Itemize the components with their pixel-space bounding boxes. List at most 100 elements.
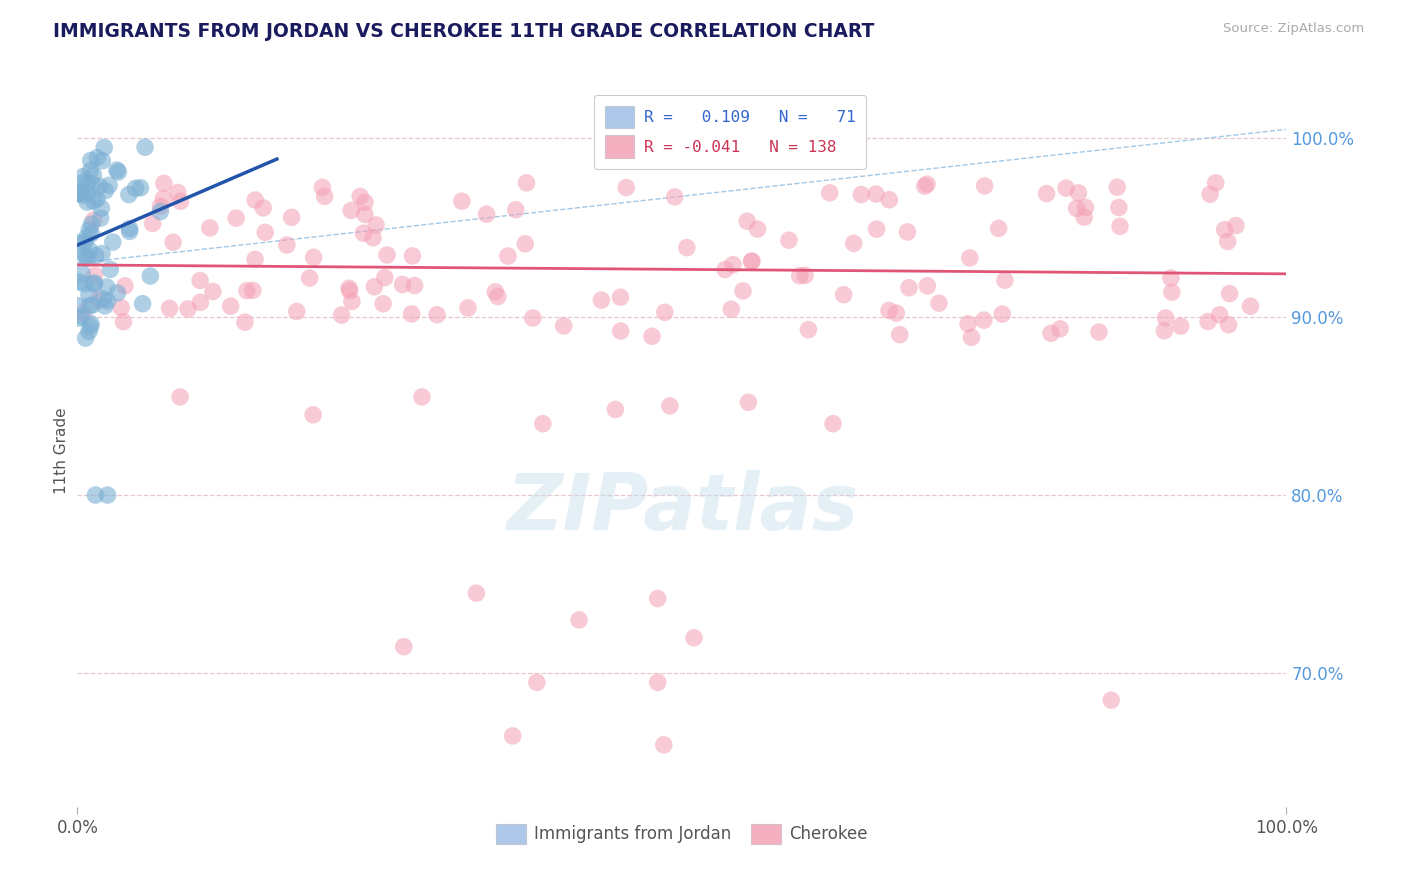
Point xyxy=(1054,181,1077,195)
Point xyxy=(70,310,93,324)
Point xyxy=(401,307,423,321)
Point xyxy=(553,318,575,333)
Point xyxy=(77,223,100,237)
Point xyxy=(505,202,527,217)
Point xyxy=(82,194,104,208)
Point xyxy=(91,292,114,306)
Point xyxy=(67,311,90,326)
Point xyxy=(531,417,554,431)
Point xyxy=(1197,314,1219,328)
Point xyxy=(243,252,266,267)
Point xyxy=(302,250,325,264)
Point xyxy=(960,330,983,344)
Point xyxy=(486,290,509,304)
Point xyxy=(778,233,800,247)
Point xyxy=(886,306,908,320)
Point xyxy=(96,488,118,502)
Point xyxy=(373,297,395,311)
Point xyxy=(794,268,817,283)
Point xyxy=(330,308,353,322)
Point xyxy=(118,187,141,202)
Point xyxy=(83,277,105,291)
Point xyxy=(374,270,396,285)
Point xyxy=(98,178,121,193)
Point xyxy=(1088,325,1111,339)
Point xyxy=(233,315,256,329)
Point xyxy=(302,408,325,422)
Point xyxy=(72,267,94,281)
Point xyxy=(832,287,855,301)
Point xyxy=(73,246,96,260)
Text: IMMIGRANTS FROM JORDAN VS CHEROKEE 11TH GRADE CORRELATION CHART: IMMIGRANTS FROM JORDAN VS CHEROKEE 11TH … xyxy=(53,22,875,41)
Point xyxy=(735,214,758,228)
Point xyxy=(340,294,363,309)
Point xyxy=(1239,299,1261,313)
Point xyxy=(91,246,114,260)
Point xyxy=(67,186,90,200)
Point xyxy=(339,284,361,298)
Legend: Immigrants from Jordan, Cherokee: Immigrants from Jordan, Cherokee xyxy=(488,815,876,853)
Point xyxy=(93,140,115,154)
Point xyxy=(515,236,537,251)
Point xyxy=(1108,201,1130,215)
Point xyxy=(225,211,247,226)
Point xyxy=(86,151,108,165)
Point xyxy=(789,268,811,283)
Point xyxy=(79,299,101,313)
Point xyxy=(314,189,336,203)
Point xyxy=(118,224,141,238)
Point xyxy=(391,277,413,292)
Point xyxy=(1218,318,1240,332)
Point xyxy=(84,249,107,263)
Point xyxy=(1066,202,1088,216)
Point xyxy=(190,295,212,310)
Point xyxy=(198,220,221,235)
Point xyxy=(75,331,97,345)
Point xyxy=(83,213,105,227)
Point xyxy=(90,201,112,215)
Point xyxy=(82,168,104,182)
Point xyxy=(1049,322,1071,336)
Point xyxy=(79,163,101,178)
Point xyxy=(747,222,769,236)
Point xyxy=(76,176,98,190)
Point xyxy=(90,211,112,226)
Point xyxy=(67,275,90,289)
Point xyxy=(80,177,103,191)
Point xyxy=(475,207,498,221)
Point xyxy=(484,285,506,299)
Point xyxy=(76,252,98,266)
Point xyxy=(364,218,387,232)
Point xyxy=(67,186,90,201)
Point xyxy=(741,254,763,268)
Point xyxy=(276,238,298,252)
Point xyxy=(76,230,98,244)
Point xyxy=(77,324,100,338)
Text: Source: ZipAtlas.com: Source: ZipAtlas.com xyxy=(1223,22,1364,36)
Point xyxy=(112,315,135,329)
Point xyxy=(105,163,128,178)
Point xyxy=(139,268,162,283)
Point xyxy=(86,192,108,206)
Point xyxy=(865,222,887,236)
Point xyxy=(591,293,613,307)
Point xyxy=(889,327,911,342)
Point xyxy=(76,195,98,210)
Point xyxy=(337,281,360,295)
Point xyxy=(1154,310,1177,325)
Point xyxy=(851,187,873,202)
Point xyxy=(1107,180,1129,194)
Point xyxy=(392,640,415,654)
Point xyxy=(77,287,100,301)
Point xyxy=(1205,176,1227,190)
Point xyxy=(73,277,96,291)
Point xyxy=(80,153,103,168)
Point xyxy=(169,194,191,209)
Point xyxy=(166,186,188,200)
Point xyxy=(1216,235,1239,249)
Point xyxy=(1153,324,1175,338)
Point xyxy=(609,324,631,338)
Point xyxy=(72,169,94,184)
Point xyxy=(80,227,103,241)
Point xyxy=(94,184,117,198)
